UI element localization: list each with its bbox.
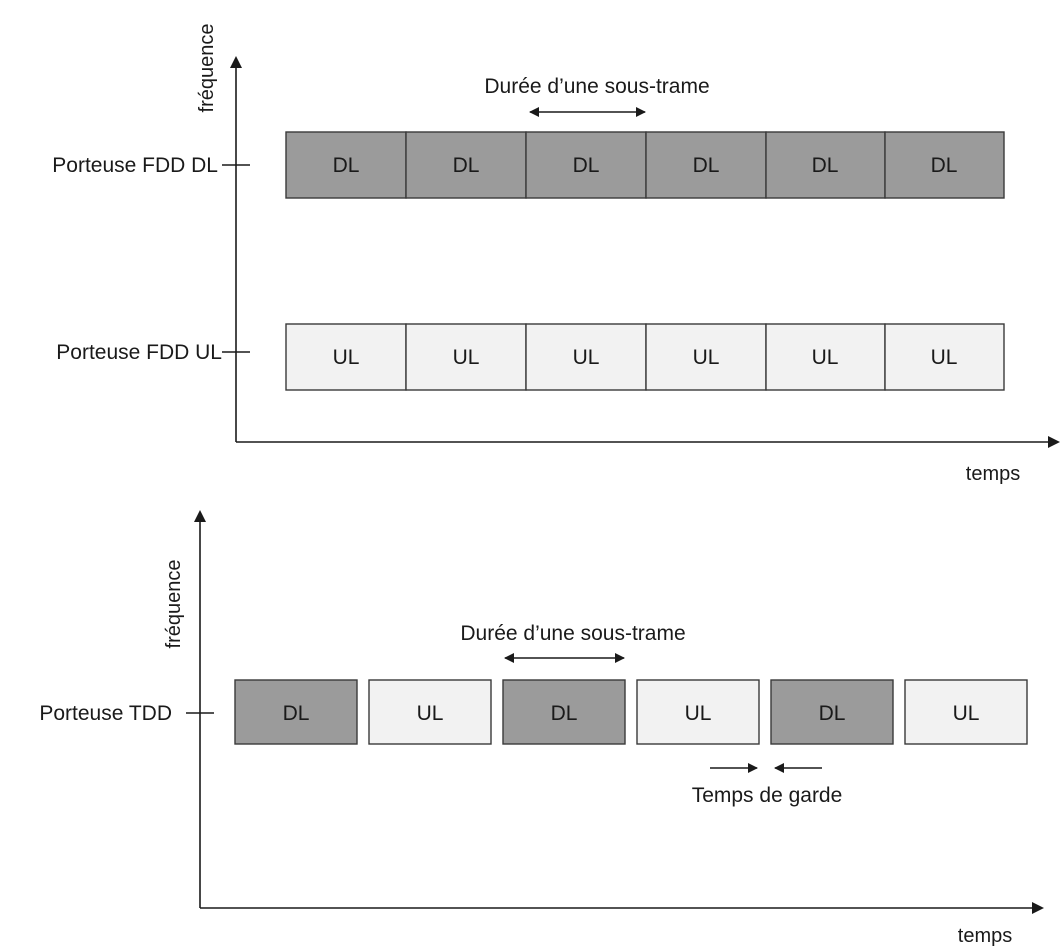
fdd-dl-cell-text: DL [812,154,839,177]
fdd-ul-cell-text: UL [812,346,839,369]
fdd-y-axis-label: fréquence [196,24,218,113]
tdd-cell-text: UL [953,702,980,725]
fdd-ul-cell-text: UL [931,346,958,369]
fdd-ul-cell-text: UL [573,346,600,369]
tdd-cell-text: UL [685,702,712,725]
tdd-subframe-label: Durée d’une sous-trame [460,622,685,645]
tdd-y-axis-label: fréquence [163,560,185,649]
fdd-ul-row-label: Porteuse FDD UL [56,341,222,364]
tdd-panel: fréquence temps Porteuse TDD Durée d’une… [39,512,1042,947]
fdd-dl-cell: DL [406,132,526,198]
fdd-dl-cell-text: DL [693,154,720,177]
tdd-cell-text: UL [417,702,444,725]
fdd-panel: fréquence temps Porteuse FDD DL Porteuse… [52,24,1058,485]
tdd-cell-text: DL [819,702,846,725]
tdd-x-axis-label: temps [958,925,1012,947]
tdd-ul-cell: UL [369,680,491,744]
tdd-dl-cell: DL [503,680,625,744]
fdd-dl-cell-text: DL [573,154,600,177]
fdd-ul-cell-text: UL [333,346,360,369]
fdd-dl-row-label: Porteuse FDD DL [52,154,218,177]
fdd-x-axis-label: temps [966,463,1020,485]
fdd-ul-cell-text: UL [453,346,480,369]
fdd-dl-cell: DL [526,132,646,198]
tdd-guard-label: Temps de garde [692,784,843,807]
fdd-ul-cell: UL [646,324,766,390]
tdd-dl-cell: DL [771,680,893,744]
fdd-ul-cell: UL [885,324,1004,390]
tdd-ul-cell: UL [905,680,1027,744]
fdd-dl-cell: DL [885,132,1004,198]
fdd-dl-cell: DL [646,132,766,198]
fdd-subframe-label: Durée d’une sous-trame [484,75,709,98]
fdd-ul-row: UL UL UL UL UL UL [286,324,1004,390]
tdd-row-label: Porteuse TDD [39,702,172,725]
tdd-cell-text: DL [283,702,310,725]
fdd-dl-cell-text: DL [931,154,958,177]
fdd-ul-cell: UL [406,324,526,390]
fdd-dl-cell-text: DL [333,154,360,177]
fdd-ul-cell: UL [286,324,406,390]
tdd-ul-cell: UL [637,680,759,744]
fdd-dl-cell: DL [766,132,885,198]
fdd-dl-row: DL DL DL DL DL DL [286,132,1004,198]
fdd-dl-cell-text: DL [453,154,480,177]
tdd-dl-cell: DL [235,680,357,744]
tdd-cell-text: DL [551,702,578,725]
fdd-ul-cell: UL [766,324,885,390]
fdd-ul-cell: UL [526,324,646,390]
fdd-ul-cell-text: UL [693,346,720,369]
tdd-row: DL UL DL UL DL UL [235,680,1027,744]
fdd-dl-cell: DL [286,132,406,198]
